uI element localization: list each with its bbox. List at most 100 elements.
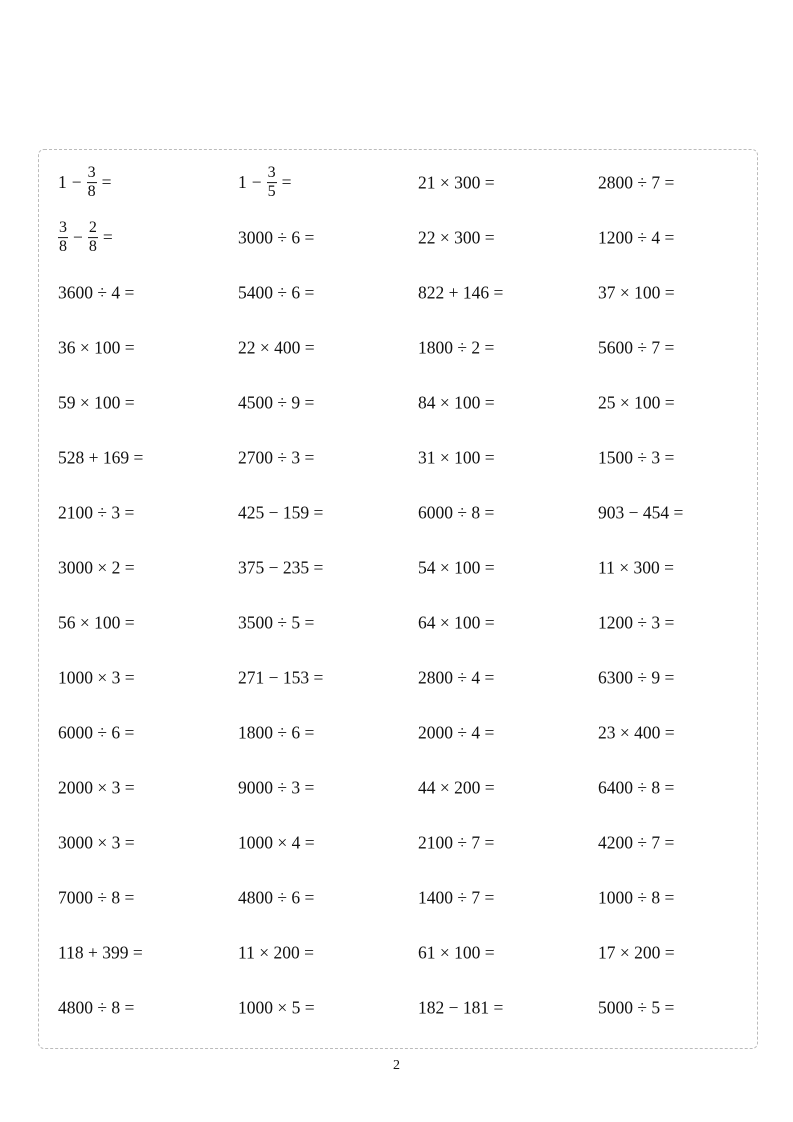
math-problem: 21 × 300 =: [418, 173, 500, 194]
math-problem: 2100 ÷ 3 =: [58, 503, 139, 524]
math-problem: 23 × 400 =: [598, 723, 680, 744]
math-problem: 59 × 100 =: [58, 393, 140, 414]
expression-text: 1: [238, 172, 247, 193]
numerator: 3: [86, 164, 97, 184]
expression-text: 2800 ÷ 4 =: [418, 667, 495, 688]
expression-text: 22 × 300 =: [418, 227, 495, 248]
expression-text: 1200 ÷ 3 =: [598, 612, 675, 633]
denominator: 8: [59, 238, 67, 256]
math-problem: 3 8−2 8 =: [58, 219, 118, 257]
math-problem: 64 × 100 =: [418, 613, 500, 634]
expression-text: 2000 ÷ 4 =: [418, 722, 495, 743]
expression-text: −: [71, 172, 82, 193]
math-problem: 1000 × 4 =: [238, 833, 320, 854]
math-problem: 6000 ÷ 6 =: [58, 723, 139, 744]
expression-text: 1000 × 3 =: [58, 667, 135, 688]
math-problem: 6400 ÷ 8 =: [598, 778, 679, 799]
expression-text: 3500 ÷ 5 =: [238, 612, 315, 633]
expression-text: 6000 ÷ 6 =: [58, 722, 135, 743]
expression-text: 9000 ÷ 3 =: [238, 777, 315, 798]
math-problem: 11 × 200 =: [238, 943, 319, 964]
expression-text: 4800 ÷ 6 =: [238, 887, 315, 908]
expression-text: −: [251, 172, 262, 193]
expression-text: 36 × 100 =: [58, 337, 135, 358]
expression-text: 1500 ÷ 3 =: [598, 447, 675, 468]
math-problem: 822 + 146 =: [418, 283, 508, 304]
expression-text: =: [281, 172, 292, 193]
math-problem: 22 × 400 =: [238, 338, 320, 359]
math-problem: 1000 × 3 =: [58, 668, 140, 689]
math-problem: 3000 ÷ 6 =: [238, 228, 319, 249]
math-problem: 5000 ÷ 5 =: [598, 998, 679, 1019]
expression-text: 903 − 454 =: [598, 502, 684, 523]
expression-text: 1200 ÷ 4 =: [598, 227, 675, 248]
math-problem: 2100 ÷ 7 =: [418, 833, 499, 854]
expression-text: 54 × 100 =: [418, 557, 495, 578]
expression-text: 17 × 200 =: [598, 942, 675, 963]
math-problem: 3600 ÷ 4 =: [58, 283, 139, 304]
numerator: 2: [87, 219, 98, 239]
expression-text: 6300 ÷ 9 =: [598, 667, 675, 688]
math-problem: 44 × 200 =: [418, 778, 500, 799]
expression-text: 3000 × 3 =: [58, 832, 135, 853]
math-problem: 1000 ÷ 8 =: [598, 888, 679, 909]
math-problem: 3000 × 2 =: [58, 558, 140, 579]
expression-text: 25 × 100 =: [598, 392, 675, 413]
math-problem: 17 × 200 =: [598, 943, 680, 964]
expression-text: 6400 ÷ 8 =: [598, 777, 675, 798]
expression-text: −: [73, 227, 83, 248]
math-problem: 1800 ÷ 2 =: [418, 338, 499, 359]
expression-text: 5000 ÷ 5 =: [598, 997, 675, 1018]
math-problem: 182 − 181 =: [418, 998, 508, 1019]
math-problem: 271 − 153 =: [238, 668, 328, 689]
math-problem: 56 × 100 =: [58, 613, 140, 634]
expression-text: 1: [58, 172, 67, 193]
math-problem: 1500 ÷ 3 =: [598, 448, 679, 469]
denominator: 8: [87, 183, 96, 201]
expression-text: 23 × 400 =: [598, 722, 675, 743]
math-problem: 1000 × 5 =: [238, 998, 320, 1019]
expression-text: 2700 ÷ 3 =: [238, 447, 315, 468]
math-problem: 31 × 100 =: [418, 448, 500, 469]
math-problem: 375 − 235 =: [238, 558, 328, 579]
math-problem: 9000 ÷ 3 =: [238, 778, 319, 799]
math-problem: 1200 ÷ 4 =: [598, 228, 679, 249]
math-problem: 1200 ÷ 3 =: [598, 613, 679, 634]
expression-text: 22 × 400 =: [238, 337, 315, 358]
math-problem: 54 × 100 =: [418, 558, 500, 579]
expression-text: 2100 ÷ 3 =: [58, 502, 135, 523]
expression-text: 1000 ÷ 8 =: [598, 887, 675, 908]
expression-text: 375 − 235 =: [238, 557, 324, 578]
expression-text: 1000 × 5 =: [238, 997, 315, 1018]
math-problem: 1−3 8 =: [58, 164, 117, 202]
expression-text: 271 − 153 =: [238, 667, 324, 688]
math-problem: 4800 ÷ 8 =: [58, 998, 139, 1019]
expression-text: 64 × 100 =: [418, 612, 495, 633]
math-problem: 1400 ÷ 7 =: [418, 888, 499, 909]
math-problem: 903 − 454 =: [598, 503, 688, 524]
expression-text: 822 + 146 =: [418, 282, 504, 303]
expression-text: 3600 ÷ 4 =: [58, 282, 135, 303]
expression-text: 4500 ÷ 9 =: [238, 392, 315, 413]
math-problem: 7000 ÷ 8 =: [58, 888, 139, 909]
math-problem: 425 − 159 =: [238, 503, 328, 524]
expression-text: 5400 ÷ 6 =: [238, 282, 315, 303]
expression-text: 2800 ÷ 7 =: [598, 172, 675, 193]
math-problem: 3000 × 3 =: [58, 833, 140, 854]
denominator: 8: [88, 238, 97, 256]
math-problem: 36 × 100 =: [58, 338, 140, 359]
numerator: 3: [58, 219, 68, 239]
worksheet-box: [38, 149, 758, 1049]
math-problem: 1800 ÷ 6 =: [238, 723, 319, 744]
expression-text: 4800 ÷ 8 =: [58, 997, 135, 1018]
expression-text: 31 × 100 =: [418, 447, 495, 468]
expression-text: =: [101, 172, 112, 193]
expression-text: 1400 ÷ 7 =: [418, 887, 495, 908]
expression-text: 44 × 200 =: [418, 777, 495, 798]
math-problem: 25 × 100 =: [598, 393, 680, 414]
math-problem: 2000 ÷ 4 =: [418, 723, 499, 744]
math-problem: 11 × 300 =: [598, 558, 679, 579]
expression-text: =: [102, 227, 113, 248]
